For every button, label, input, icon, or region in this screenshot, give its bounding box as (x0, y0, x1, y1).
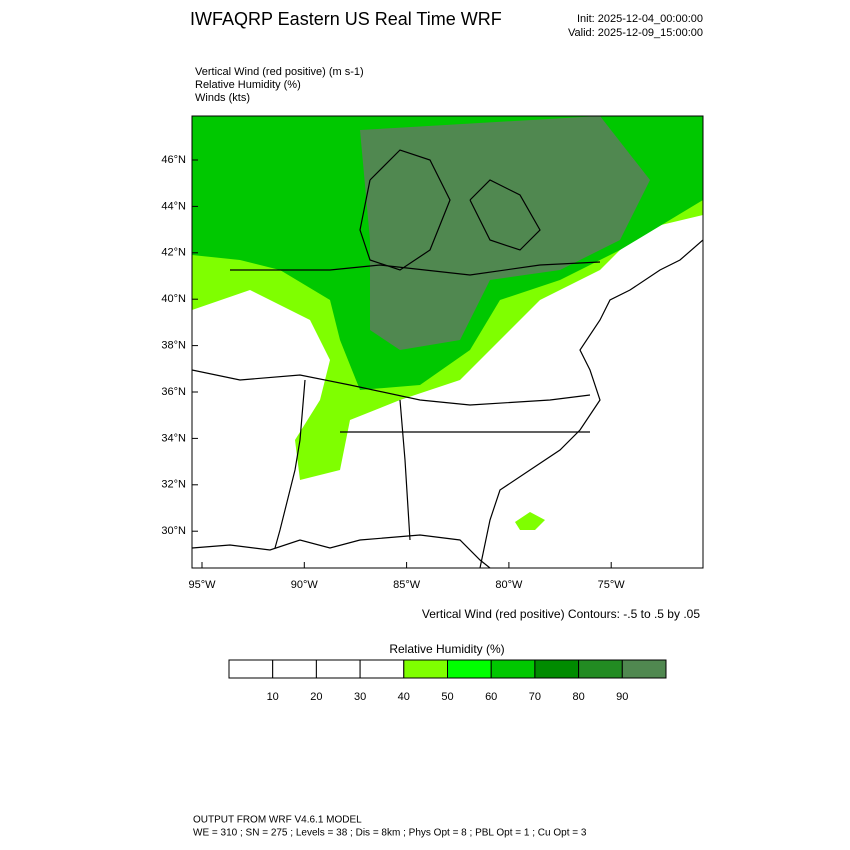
colorbar-tick-label: 30 (354, 691, 366, 703)
colorbar-tick-label: 10 (267, 691, 279, 703)
init-time: Init: 2025-12-04_00:00:00 (577, 13, 703, 25)
field-label: Winds (kts) (195, 92, 250, 104)
map-frame (191, 115, 704, 569)
colorbar-tick-label: 60 (485, 691, 497, 703)
colorbar-tick-label: 20 (310, 691, 322, 703)
contour-note: Vertical Wind (red positive) Contours: -… (422, 607, 700, 621)
footer-line: OUTPUT FROM WRF V4.6.1 MODEL (193, 815, 362, 826)
coastlines (192, 149, 703, 568)
colorbar-tick-label: 40 (398, 691, 410, 703)
lon-label: 90°W (291, 579, 319, 591)
colorbar-tick-label: 80 (572, 691, 584, 703)
lon-label: 80°W (495, 579, 523, 591)
lat-label: 38°N (161, 340, 186, 352)
colorbar-box (490, 659, 536, 679)
field-label: Vertical Wind (red positive) (m s-1) (195, 66, 364, 78)
colorbar-box (228, 659, 274, 679)
colorbar-tick-label: 50 (441, 691, 453, 703)
colorbar-box (534, 659, 580, 679)
lat-label: 32°N (161, 479, 186, 491)
map (191, 115, 704, 569)
colorbar-box (578, 659, 623, 679)
rh-region (515, 512, 545, 530)
colorbar-box (359, 659, 405, 679)
valid-time: Valid: 2025-12-09_15:00:00 (568, 27, 703, 39)
lat-label: 36°N (161, 386, 186, 398)
title: IWFAQRP Eastern US Real Time WRF (190, 9, 502, 29)
lat-label: 46°N (161, 154, 186, 166)
colorbar-box (621, 659, 667, 679)
field-label: Relative Humidity (%) (195, 79, 301, 91)
footer-line: WE = 310 ; SN = 275 ; Levels = 38 ; Dis … (193, 828, 587, 839)
colorbar-box (447, 659, 492, 679)
colorbar-tick-label: 70 (529, 691, 541, 703)
lat-label: 40°N (161, 293, 186, 305)
colorbar-tick-label: 90 (616, 691, 628, 703)
lon-label: 85°W (393, 579, 421, 591)
lat-label: 42°N (161, 247, 186, 259)
colorbar-box (315, 659, 361, 679)
lat-label: 34°N (161, 432, 186, 444)
rh-region (360, 116, 650, 350)
lat-label: 30°N (161, 525, 186, 537)
lon-label: 95°W (188, 579, 216, 591)
lon-label: 75°W (598, 579, 626, 591)
colorbar-title: Relative Humidity (%) (389, 642, 504, 656)
colorbar-box (272, 659, 317, 679)
colorbar-box (403, 659, 448, 679)
lat-label: 44°N (161, 200, 186, 212)
